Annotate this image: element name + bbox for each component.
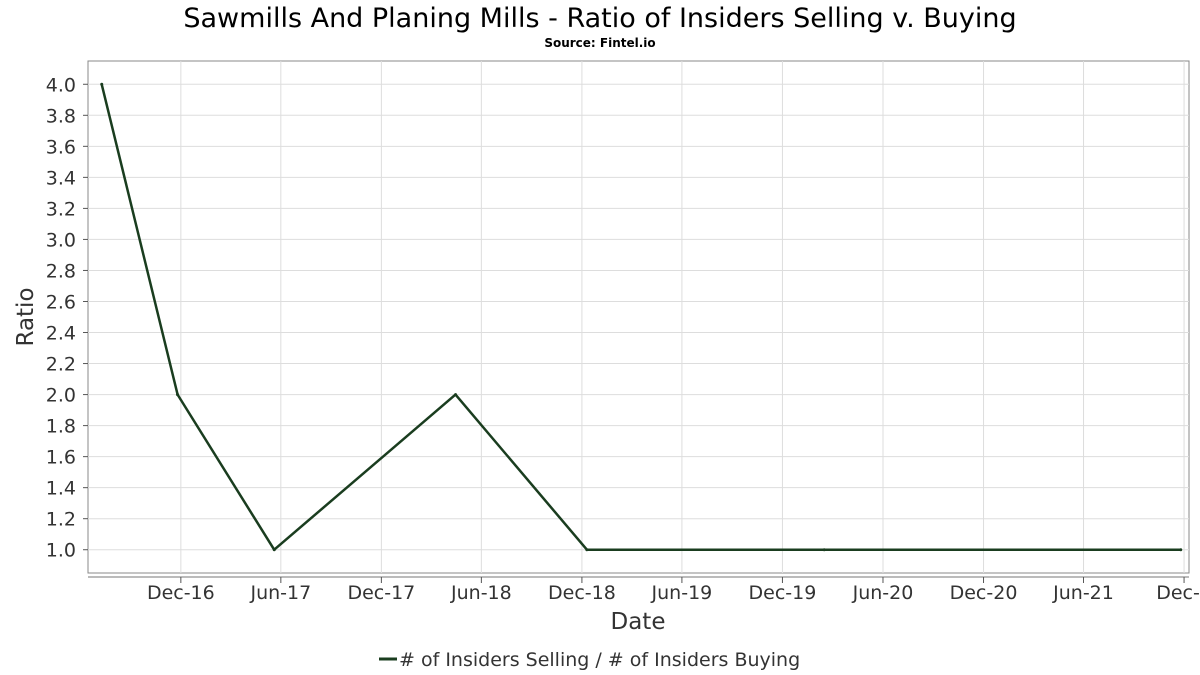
y-tick-label: 2.0 <box>46 385 76 407</box>
plot-area <box>87 60 1190 574</box>
x-tick-label: Dec-18 <box>548 582 616 604</box>
y-tick-label: 1.6 <box>46 447 76 469</box>
series-layer <box>100 82 1183 552</box>
y-tick-label: 2.2 <box>46 354 76 376</box>
x-tick-label: Jun-20 <box>852 582 914 604</box>
legend: # of Insiders Selling / # of Insiders Bu… <box>379 649 800 671</box>
data-point <box>176 393 180 397</box>
y-tick-label: 3.0 <box>46 229 76 251</box>
y-tick-label: 3.8 <box>46 105 76 127</box>
chart-title: Sawmills And Planing Mills - Ratio of In… <box>183 3 1016 34</box>
y-tick-label: 4.0 <box>46 74 76 96</box>
y-tick-label: 2.6 <box>46 291 76 313</box>
x-tick-label: Jun-18 <box>450 582 512 604</box>
y-axis: 1.0 1.2 1.4 1.6 1.8 2.0 2.2 2.4 2.6 2.8 3.0 3.2 3.4 3… <box>46 74 88 562</box>
y-tick-label: 3.2 <box>46 198 76 220</box>
y-tick-label: 2.8 <box>46 260 76 282</box>
chart-subtitle: Source: Fintel.io <box>544 36 655 50</box>
x-tick-label: Jun-17 <box>249 582 311 604</box>
data-point <box>272 548 276 552</box>
data-point <box>585 548 589 552</box>
x-tick-label: Dec-2 <box>1156 582 1200 604</box>
x-axis: Dec-16 Jun-17 Dec-17 Jun-18 Dec-18 Jun-19 Dec-… <box>88 576 1200 604</box>
x-tick-label: Jun-21 <box>1052 582 1114 604</box>
data-point <box>100 82 104 86</box>
grid <box>88 61 1189 573</box>
y-tick-label: 1.0 <box>46 540 76 562</box>
data-point <box>822 548 826 552</box>
y-tick-label: 1.4 <box>46 478 76 500</box>
data-point <box>1179 548 1183 552</box>
y-tick-label: 3.6 <box>46 136 76 158</box>
x-tick-label: Jun-19 <box>651 582 713 604</box>
y-axis-label: Ratio <box>13 287 39 346</box>
x-tick-label: Dec-16 <box>147 582 215 604</box>
y-tick-label: 3.4 <box>46 167 76 189</box>
data-point <box>454 393 458 397</box>
x-tick-label: Dec-17 <box>347 582 415 604</box>
legend-label: # of Insiders Selling / # of Insiders Bu… <box>399 649 800 671</box>
y-tick-label: 1.2 <box>46 509 76 531</box>
x-tick-label: Dec-20 <box>950 582 1018 604</box>
x-axis-label: Date <box>611 609 666 635</box>
y-tick-label: 2.4 <box>46 323 76 345</box>
y-tick-label: 1.8 <box>46 416 76 438</box>
x-tick-label: Dec-19 <box>749 582 817 604</box>
